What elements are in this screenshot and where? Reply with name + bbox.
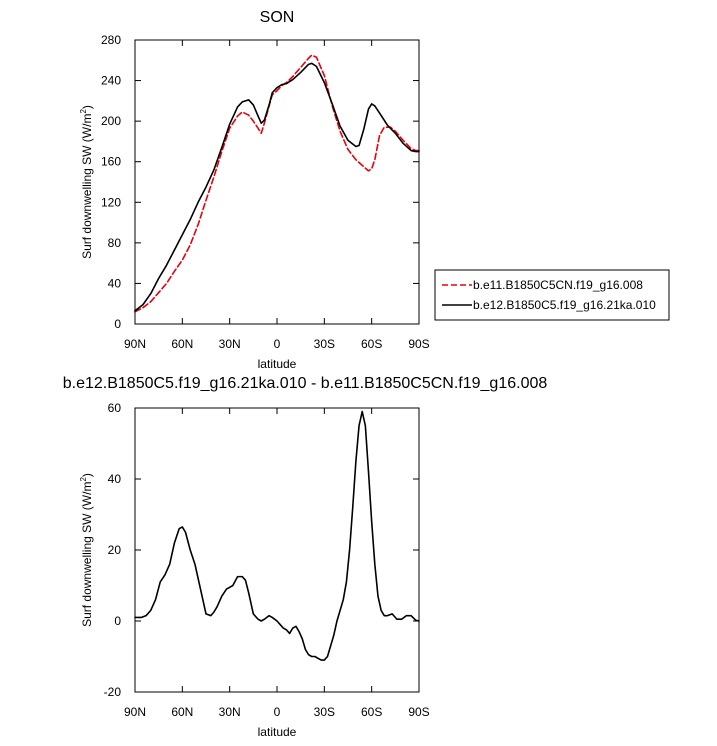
top-x-tick-label: 30S [314, 337, 335, 351]
bottom-x-tick-label: 90N [124, 705, 146, 719]
top-axis-ticks: 90N 60N 30N 0 30S 60S 90S 0 40 80 120 160 200 240 280 [101, 33, 430, 351]
bottom-x-tick-label: 60S [361, 705, 382, 719]
bottom-y-label-end: ) [80, 473, 94, 477]
top-x-tick-label: 60S [361, 337, 382, 351]
bottom-y-tick-label: -20 [104, 685, 122, 699]
bottom-series-line-1 [134, 410, 420, 661]
bottom-plot-frame [134, 407, 420, 693]
top-series-line-2 [134, 62, 420, 312]
top-x-tick-label: 90N [124, 337, 146, 351]
top-x-tick-label: 60N [171, 337, 193, 351]
top-chart-title: SON [260, 9, 295, 26]
legend: b.e11.B1850C5CN.f19_g16.008 b.e12.B1850C… [434, 269, 670, 321]
top-y-tick-label: 120 [101, 195, 121, 209]
bottom-y-label-sup: 2 [79, 477, 88, 482]
bottom-y-tick-label: 60 [108, 401, 122, 415]
bottom-panel: b.e12.B1850C5.f19_g16.21ka.010 - b.e11.B… [63, 375, 548, 739]
top-y-tick-label: 40 [108, 276, 122, 290]
bottom-chart-title: b.e12.B1850C5.f19_g16.21ka.010 - b.e11.B… [63, 375, 548, 392]
legend-box [434, 269, 670, 321]
bottom-y-axis-label: Surf downwelling SW (W/m2) [79, 473, 94, 627]
top-y-tick-label: 240 [101, 74, 121, 88]
bottom-x-axis-label: latitude [258, 725, 297, 739]
bottom-y-tick-label: 0 [114, 614, 121, 628]
top-x-tick-label: 30N [219, 337, 241, 351]
top-y-label-base: Surf downwelling SW (W/m [80, 114, 94, 259]
bottom-x-tick-label: 0 [274, 705, 281, 719]
bottom-x-tick-label: 60N [171, 705, 193, 719]
bottom-y-label-base: Surf downwelling SW (W/m [80, 482, 94, 627]
top-y-tick-label: 0 [114, 317, 121, 331]
bottom-y-tick-label: 40 [108, 472, 122, 486]
top-series-lines [134, 54, 420, 313]
top-y-tick-label: 160 [101, 155, 121, 169]
bottom-axis-ticks: 90N 60N 30N 0 30S 60S 90S -20 0 20 40 60 [104, 401, 430, 719]
legend-label-series-2: b.e12.B1850C5.f19_g16.21ka.010 [473, 298, 656, 312]
top-y-tick-label: 280 [101, 33, 121, 47]
top-y-axis-label: Surf downwelling SW (W/m2) [79, 105, 94, 259]
top-x-tick-label: 90S [408, 337, 429, 351]
top-x-axis-label: latitude [258, 357, 297, 371]
top-y-tick-label: 200 [101, 114, 121, 128]
top-y-tick-label: 80 [108, 236, 122, 250]
bottom-y-tick-label: 20 [108, 543, 122, 557]
bottom-x-tick-label: 90S [408, 705, 429, 719]
top-y-label-end: ) [80, 105, 94, 109]
bottom-x-tick-label: 30S [314, 705, 335, 719]
top-y-label-sup: 2 [79, 109, 88, 114]
bottom-series-lines [134, 410, 420, 661]
bottom-x-tick-label: 30N [219, 705, 241, 719]
legend-label-series-1: b.e11.B1850C5CN.f19_g16.008 [473, 278, 643, 292]
top-panel: SON 90N 60N 30N 0 30S 60S 90S 0 40 80 120 160 200 240… [79, 9, 670, 371]
top-plot-frame [134, 39, 420, 325]
top-x-tick-label: 0 [274, 337, 281, 351]
top-series-line-1 [134, 54, 420, 313]
